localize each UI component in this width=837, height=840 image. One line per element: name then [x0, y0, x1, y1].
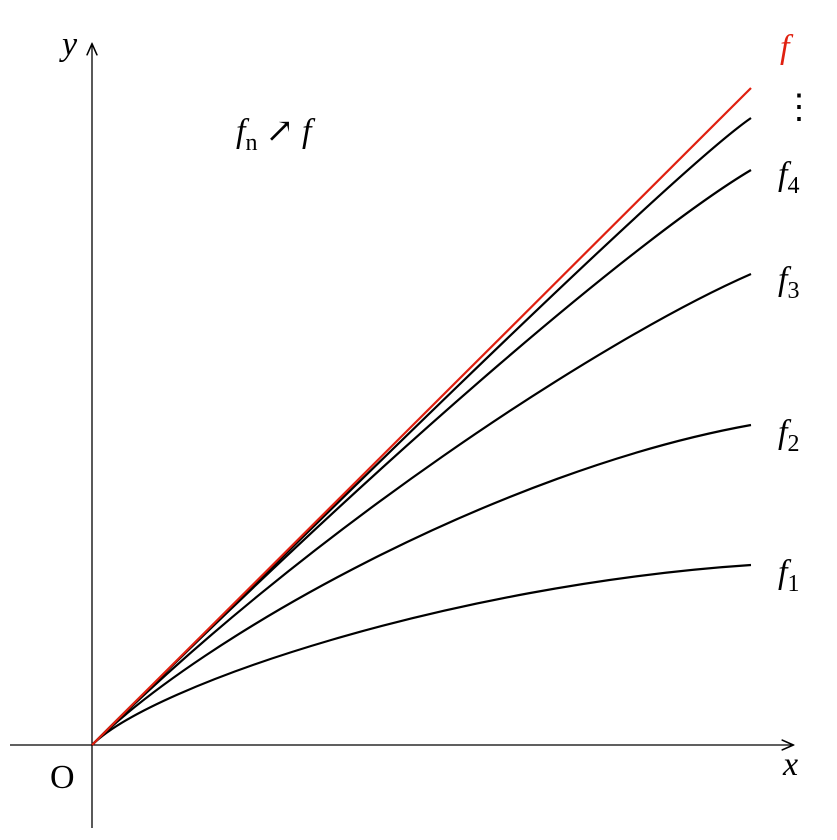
curve-label-sub: 3	[787, 278, 799, 304]
curve-f3	[91, 272, 752, 746]
ellipsis: ⋮	[782, 89, 816, 126]
curve-f2	[91, 423, 752, 746]
curve-f4	[91, 169, 752, 746]
annotation: fn ↗ f	[236, 113, 316, 156]
curve-label: f1	[778, 554, 799, 597]
curve-label-sub: 2	[787, 431, 799, 457]
limit-label: f	[780, 29, 794, 66]
y-axis-label: y	[59, 26, 78, 63]
curve-f1	[91, 563, 752, 746]
annotation-arrow: ↗	[265, 113, 294, 150]
origin-label: O	[50, 759, 75, 796]
curve-f	[91, 87, 752, 746]
annotation-right: f	[302, 113, 316, 150]
annotation-sub: n	[245, 130, 257, 156]
curve-label-sub: 1	[787, 571, 799, 597]
curve-label: f4	[778, 156, 799, 199]
curve-label: f3	[778, 261, 799, 304]
curve-label-sub: 4	[787, 173, 799, 199]
x-axis-label: x	[782, 746, 798, 783]
curve-label: f2	[778, 414, 799, 457]
